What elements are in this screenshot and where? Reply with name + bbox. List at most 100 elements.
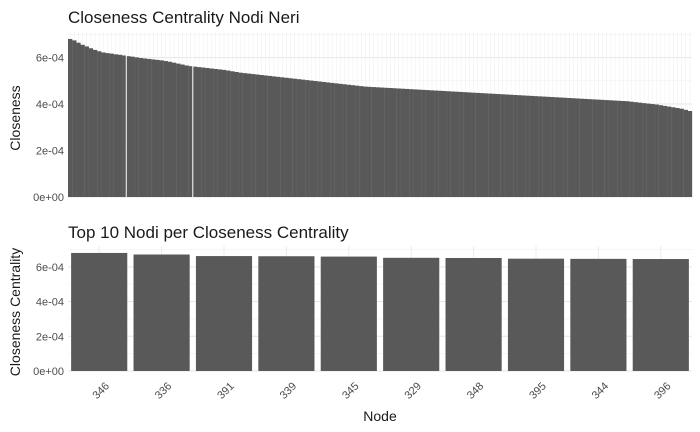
chart1-bar	[72, 40, 77, 197]
chart1-bar	[438, 90, 443, 197]
chart1-y-tick-label: 6e-04	[36, 53, 64, 65]
chart1-bar	[571, 98, 576, 197]
chart1-bar	[313, 81, 318, 197]
chart1-bar	[546, 96, 551, 197]
chart2-bar	[71, 252, 128, 371]
chart1-bar	[421, 89, 426, 197]
chart1-y-ticks: 0e+00 2e-04 4e-04 6e-04	[33, 53, 64, 204]
chart1-bar	[683, 109, 688, 197]
chart1-bar	[434, 90, 439, 197]
chart1-bar	[88, 48, 94, 197]
chart1-bar	[280, 77, 285, 197]
chart1-bar	[588, 99, 593, 197]
chart1-bar	[667, 106, 672, 197]
chart1-bar	[325, 82, 331, 197]
chart1-bar	[496, 94, 501, 197]
chart1-bar	[400, 88, 406, 197]
chart1-bar	[687, 111, 693, 197]
chart2-y-tick-label: 0e+00	[33, 366, 64, 378]
chart1-bar	[234, 71, 239, 197]
chart1-bar	[484, 93, 489, 197]
chart1-bar	[259, 74, 264, 197]
chart1-bar	[612, 100, 618, 197]
chart1-bar	[525, 95, 530, 197]
chart1-bar	[388, 88, 393, 197]
top10-bar-chart: Top 10 Nodi per Closeness Centrality 0e+…	[7, 223, 692, 424]
chart1-bar	[488, 93, 493, 197]
chart1-bar	[375, 87, 381, 197]
chart1-bar	[188, 66, 193, 197]
chart1-bar	[213, 68, 218, 197]
chart2-x-tick-label: 344	[590, 380, 611, 401]
chart1-bar	[288, 78, 293, 197]
chart1-bar	[671, 107, 676, 197]
chart1-bar	[538, 96, 543, 197]
chart1-bar	[192, 66, 198, 197]
chart1-bar	[446, 91, 451, 197]
chart1-bar	[521, 95, 526, 197]
chart1-bar	[309, 80, 314, 197]
chart1-bar	[359, 86, 364, 197]
chart1-bars	[68, 32, 693, 198]
chart1-bar	[513, 94, 518, 197]
chart1-bar	[321, 81, 327, 197]
chart2-x-tick-label: 345	[340, 380, 361, 401]
chart1-bar	[396, 88, 401, 197]
chart1-bar	[246, 73, 252, 197]
chart2-x-tick-label: 346	[91, 380, 112, 401]
chart2-y-tick-label: 2e-04	[36, 331, 64, 343]
chart1-bar	[330, 82, 335, 197]
chart1-bar	[467, 92, 472, 197]
closeness-bar-chart: Closeness Centrality Nodi Neri 0e+00 2e-0…	[7, 8, 693, 204]
chart1-bar	[629, 101, 634, 197]
chart1-bar	[267, 75, 272, 197]
chart1-bar	[425, 90, 431, 197]
chart1-bar	[230, 71, 235, 197]
chart2-bars	[71, 252, 689, 371]
chart1-bar	[450, 91, 456, 197]
chart1-bar	[113, 54, 119, 197]
chart1-bar	[417, 89, 422, 197]
chart1-bar	[97, 51, 102, 198]
chart2-x-ticks: 346 336 391 339 345 329 348 395 344 396	[91, 380, 674, 401]
chart1-bar	[205, 68, 210, 198]
chart1-bar	[650, 104, 655, 197]
chart1-bar	[134, 57, 139, 197]
chart1-bar	[147, 58, 152, 197]
chart1-bar	[130, 56, 135, 197]
chart2-bar	[507, 258, 565, 371]
chart1-bar	[92, 49, 98, 198]
chart1-bar	[384, 87, 389, 197]
chart2-y-axis-label: Closeness Centrality	[7, 248, 23, 376]
chart1-bar	[209, 68, 214, 197]
chart1-bar	[617, 100, 622, 197]
chart1-bar	[592, 99, 597, 197]
chart1-y-tick-label: 4e-04	[36, 99, 64, 111]
chart2-bar	[445, 257, 502, 371]
chart1-bar	[413, 89, 418, 197]
chart1-bar	[117, 54, 123, 198]
chart2-bar	[320, 256, 377, 371]
chart2-bar	[632, 259, 689, 371]
chart1-bar	[554, 97, 560, 197]
chart1-bar	[367, 86, 372, 197]
chart1-bar	[238, 72, 243, 197]
chart1-bar	[122, 55, 127, 197]
chart2-x-tick-label: 329	[403, 380, 424, 401]
chart1-bar	[176, 63, 181, 197]
chart1-bar	[575, 98, 580, 197]
chart2-x-tick-label: 395	[527, 380, 548, 401]
chart1-bar	[68, 38, 73, 197]
chart1-bar	[226, 70, 231, 197]
chart1-bar	[542, 96, 547, 197]
chart1-bar	[263, 75, 268, 197]
chart2-bar	[258, 256, 315, 371]
chart1-bar	[371, 87, 376, 197]
chart1-bar	[350, 85, 356, 197]
chart1-bar	[675, 107, 680, 197]
chart1-bar	[608, 100, 614, 197]
chart1-bar	[658, 105, 664, 197]
chart1-bar	[442, 91, 447, 197]
chart2-y-tick-label: 4e-04	[36, 297, 64, 309]
chart1-bar	[109, 53, 114, 198]
